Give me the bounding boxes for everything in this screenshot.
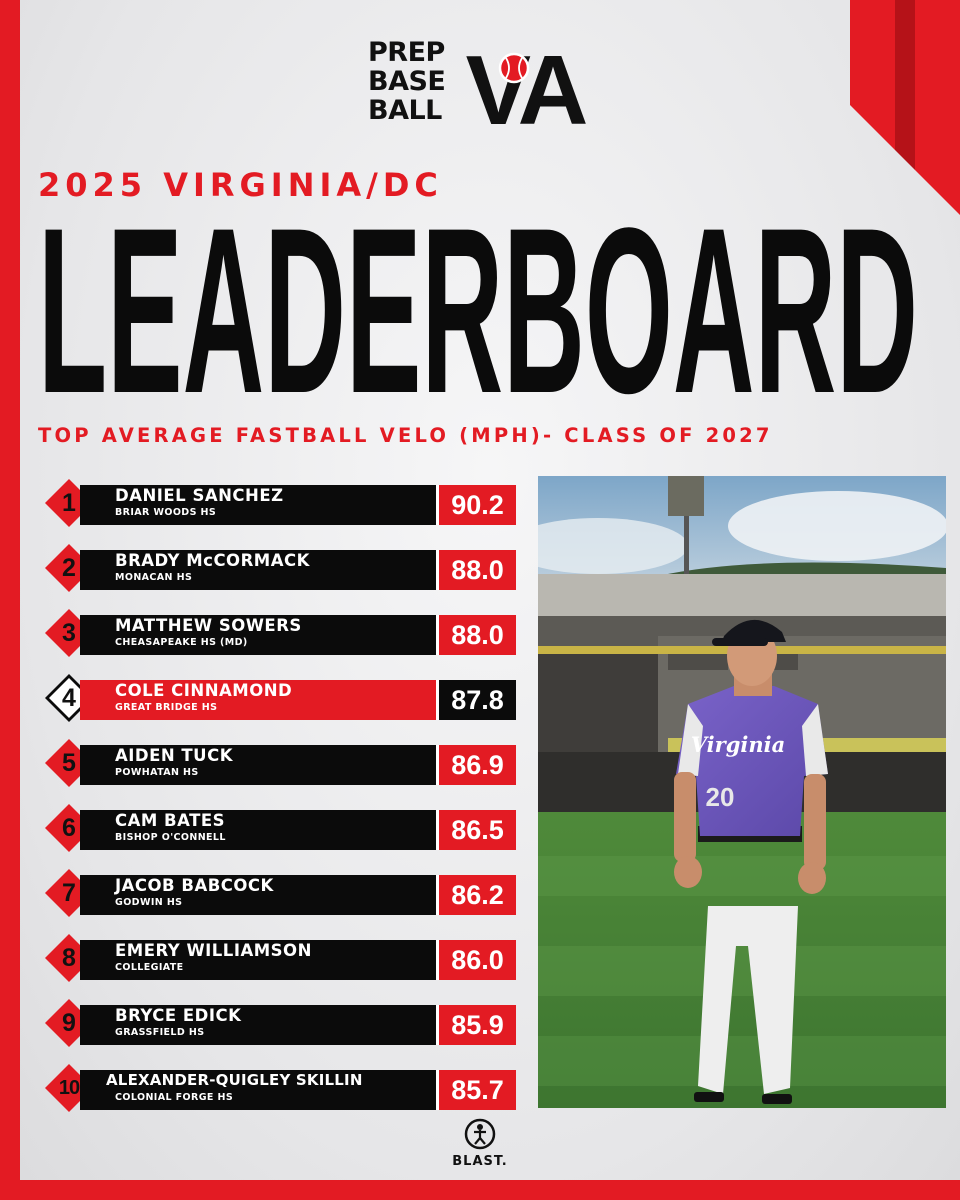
leaderboard-row: 5 AIDEN TUCK POWHATAN HS 86.9	[44, 738, 518, 788]
velo-value: 86.5	[451, 815, 504, 845]
leaderboard-row: 8 EMERY WILLIAMSON COLLEGIATE 86.0	[44, 933, 518, 983]
player-school: CHEASAPEAKE HS (MD)	[115, 637, 248, 648]
velo-value: 85.9	[451, 1010, 504, 1040]
player-school: COLLEGIATE	[115, 962, 184, 973]
leaderboard-row-highlighted: 4 COLE CINNAMOND GREAT BRIDGE HS 87.8	[44, 673, 518, 723]
velo-box: 87.8	[436, 680, 516, 720]
name-bar	[80, 875, 436, 915]
leaderboard-row: 2 BRADY McCORMACK MONACAN HS 88.0	[44, 543, 518, 593]
logo-line-base: BASE	[368, 66, 446, 97]
sponsor-logo: BLAST.	[436, 1118, 524, 1174]
rank-number: 4	[62, 684, 76, 712]
name-bar	[80, 745, 436, 785]
player-name: CAM BATES	[115, 811, 226, 830]
velo-box: 86.5	[436, 810, 516, 850]
headline-text: LEADERBOARD	[38, 196, 918, 416]
sponsor-name: BLAST.	[452, 1154, 508, 1169]
leaderboard-row: 9 BRYCE EDICK GRASSFIELD HS 85.9	[44, 998, 518, 1048]
rank-number: 10	[58, 1077, 80, 1099]
metric-subtitle: TOP AVERAGE FASTBALL VELO (MPH)- CLASS O…	[38, 424, 773, 447]
logo-line-prep: PREP	[368, 37, 445, 68]
player-school: COLONIAL FORGE HS	[115, 1092, 234, 1103]
velo-value: 87.8	[451, 685, 504, 715]
player-name: BRYCE EDICK	[115, 1006, 242, 1025]
name-bar	[80, 1070, 436, 1110]
player-name: ALEXANDER-QUIGLEY SKILLIN	[106, 1071, 363, 1089]
player-school: GRASSFIELD HS	[115, 1027, 205, 1038]
leaderboard-row: 10 ALEXANDER-QUIGLEY SKILLIN COLONIAL FO…	[44, 1063, 518, 1113]
leaderboard-row: 1 DANIEL SANCHEZ BRIAR WOODS HS 90.2	[44, 478, 518, 528]
rank-number: 1	[62, 489, 76, 517]
velo-box: 88.0	[436, 615, 516, 655]
name-bar	[80, 615, 436, 655]
velo-value: 88.0	[451, 620, 504, 650]
velo-box: 86.9	[436, 745, 516, 785]
rank-number: 6	[62, 814, 76, 842]
name-bar	[80, 550, 436, 590]
leaderboard-headline: LEADERBOARD	[38, 179, 928, 443]
velo-box: 86.0	[436, 940, 516, 980]
player-school: BRIAR WOODS HS	[115, 507, 217, 518]
logo-state: VA	[466, 38, 587, 130]
left-border	[0, 0, 20, 1200]
player-name: DANIEL SANCHEZ	[115, 486, 284, 505]
player-name: EMERY WILLIAMSON	[115, 941, 312, 960]
rank-number: 7	[62, 879, 76, 907]
leaderboard-row: 7 JACOB BABCOCK GODWIN HS 86.2	[44, 868, 518, 918]
player-school: GODWIN HS	[115, 897, 183, 908]
jersey-script: Virginia	[691, 732, 785, 757]
prep-baseball-va-logo: PREP BASE BALL VA	[368, 38, 592, 130]
rank-number: 5	[62, 749, 76, 777]
logo-line-ball: BALL	[368, 95, 442, 126]
velo-value: 86.2	[451, 880, 504, 910]
bottom-border	[0, 1180, 960, 1200]
logo-va-mark: VA	[466, 38, 592, 130]
velo-value: 88.0	[451, 555, 504, 585]
rank-number: 8	[62, 944, 76, 972]
name-bar	[80, 1005, 436, 1045]
rank-number: 9	[62, 1009, 76, 1037]
velo-value: 85.7	[451, 1075, 504, 1105]
blast-icon	[464, 1118, 496, 1150]
name-bar	[80, 940, 436, 980]
rank-number: 2	[62, 554, 76, 582]
year-region-title: 2025 VIRGINIA/DC	[38, 166, 443, 204]
player-name: MATTHEW SOWERS	[115, 616, 302, 635]
velo-value: 86.9	[451, 750, 504, 780]
velo-value: 86.0	[451, 945, 504, 975]
name-bar	[80, 810, 436, 850]
player-name: AIDEN TUCK	[115, 746, 233, 765]
jersey-number: 20	[706, 782, 735, 812]
velo-box: 85.7	[436, 1070, 516, 1110]
player-school: MONACAN HS	[115, 572, 193, 583]
leaderboard-row: 3 MATTHEW SOWERS CHEASAPEAKE HS (MD) 88.…	[44, 608, 518, 658]
name-bar	[80, 680, 436, 720]
velo-box: 86.2	[436, 875, 516, 915]
player-name: BRADY McCORMACK	[115, 551, 310, 570]
velo-box: 90.2	[436, 485, 516, 525]
velo-box: 88.0	[436, 550, 516, 590]
leaderboard-list: 1 DANIEL SANCHEZ BRIAR WOODS HS 90.2 2 B…	[44, 470, 518, 1120]
player-school: BISHOP O'CONNELL	[115, 832, 226, 843]
velo-value: 90.2	[451, 490, 504, 520]
player-school: POWHATAN HS	[115, 767, 199, 778]
player-school: GREAT BRIDGE HS	[115, 702, 218, 713]
leaderboard-row: 6 CAM BATES BISHOP O'CONNELL 86.5	[44, 803, 518, 853]
name-bar	[80, 485, 436, 525]
player-photo: Virginia 20	[538, 476, 946, 1108]
rank-number: 3	[62, 619, 76, 647]
player-name: COLE CINNAMOND	[115, 681, 293, 700]
logo-wordmark: PREP BASE BALL	[368, 38, 458, 125]
player-name: JACOB BABCOCK	[115, 876, 274, 895]
velo-box: 85.9	[436, 1005, 516, 1045]
